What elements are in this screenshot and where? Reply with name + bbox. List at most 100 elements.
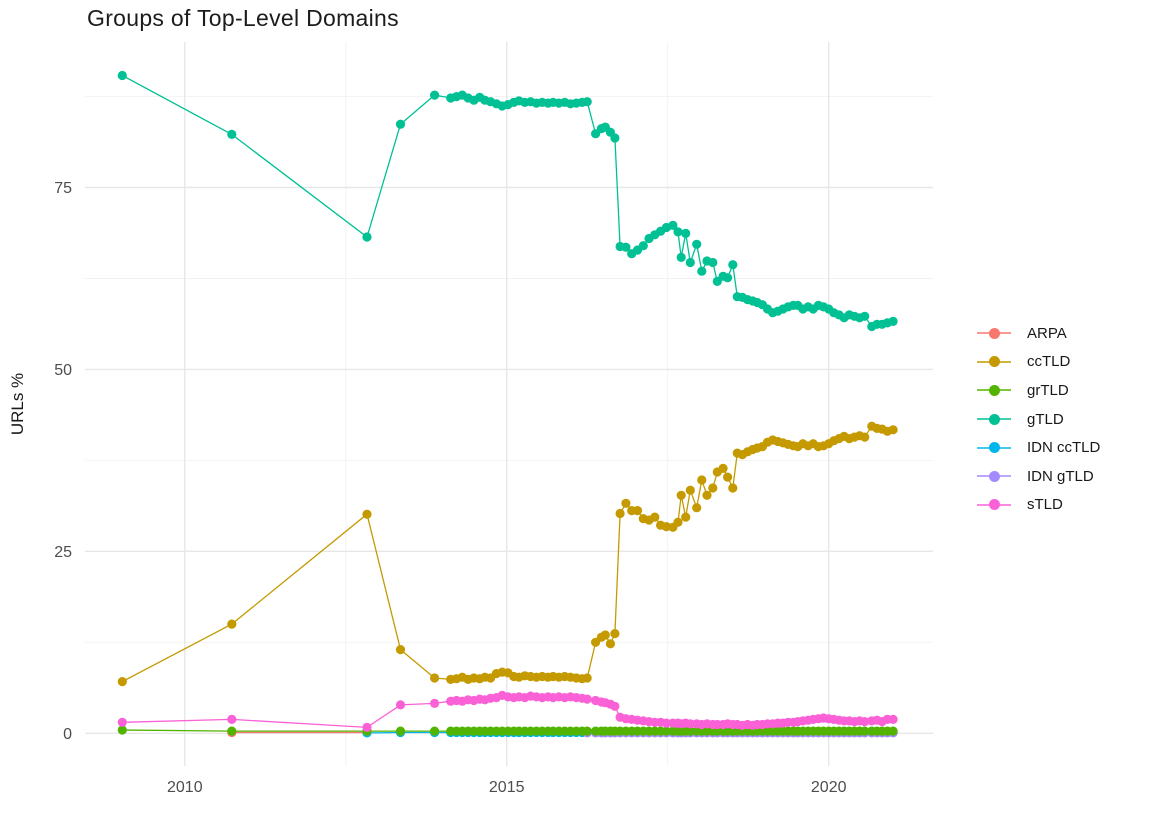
data-point — [888, 714, 898, 725]
data-point — [605, 639, 616, 649]
data-point — [718, 463, 728, 473]
data-point — [860, 717, 870, 727]
legend-dot-icon — [988, 470, 1000, 482]
data-point — [362, 722, 372, 733]
series-sTLD — [117, 690, 898, 733]
data-point — [702, 490, 712, 500]
data-point — [708, 257, 718, 268]
data-point — [117, 677, 127, 687]
data-point — [395, 726, 406, 736]
legend-dot-icon — [988, 442, 1000, 454]
data-point — [685, 719, 695, 729]
data-point — [650, 512, 660, 522]
legend-key-icon — [977, 413, 1011, 425]
data-point — [430, 90, 440, 100]
legend-dot-icon — [988, 327, 1000, 339]
data-point — [610, 133, 620, 143]
gridlines-major — [85, 42, 933, 766]
legend-label: IDN ccTLD — [1027, 439, 1101, 457]
data-point — [430, 673, 440, 683]
data-point — [621, 242, 631, 252]
data-point — [860, 726, 870, 736]
data-point — [227, 129, 237, 139]
series-line — [121, 74, 894, 328]
data-point — [661, 726, 672, 736]
y-tick-label: 25 — [54, 544, 72, 561]
legend-key-icon — [977, 442, 1011, 454]
data-point — [610, 701, 620, 711]
data-point — [661, 718, 672, 728]
legend-label: IDN gTLD — [1027, 467, 1094, 485]
data-point — [681, 228, 691, 238]
data-point — [638, 241, 648, 251]
data-point — [692, 239, 702, 249]
data-point — [395, 700, 406, 710]
legend-key-icon — [977, 384, 1011, 396]
data-point — [430, 698, 440, 709]
data-point — [860, 311, 870, 321]
data-point — [685, 485, 695, 495]
data-point — [227, 714, 237, 725]
legend-key-icon — [977, 356, 1011, 368]
data-point — [610, 629, 620, 639]
legend-dot-icon — [988, 499, 1000, 511]
data-point — [227, 726, 237, 736]
data-point — [615, 508, 625, 519]
chart-title: Groups of Top-Level Domains — [87, 5, 399, 31]
data-point — [888, 726, 898, 736]
data-point — [685, 257, 695, 268]
legend-key-icon — [977, 470, 1011, 482]
data-point — [430, 726, 440, 736]
legend-label: ARPA — [1027, 324, 1067, 342]
y-tick-label: 0 — [63, 726, 72, 743]
data-point — [227, 619, 237, 629]
legend-label: sTLD — [1027, 496, 1063, 514]
data-point — [692, 503, 702, 513]
legend-label: ccTLD — [1027, 353, 1071, 371]
y-tick-label: 75 — [54, 180, 72, 197]
legend-item-sTLD: sTLD — [977, 491, 1100, 520]
legend-label: gTLD — [1027, 410, 1064, 428]
data-point — [668, 220, 678, 230]
data-point — [362, 509, 372, 519]
data-point — [681, 512, 691, 522]
series-ARPA — [227, 727, 372, 738]
data-point — [582, 694, 592, 704]
data-point — [697, 475, 707, 485]
data-point — [888, 425, 898, 435]
legend-dot-icon — [988, 413, 1000, 425]
data-point — [860, 432, 870, 442]
data-point — [708, 483, 718, 493]
data-point — [395, 645, 406, 655]
legend-item-gTLD: gTLD — [977, 405, 1100, 434]
data-point — [673, 227, 683, 237]
x-tick-label: 2020 — [811, 779, 847, 796]
series-gTLD — [117, 70, 898, 332]
data-point — [728, 483, 738, 493]
gridlines-minor — [85, 42, 933, 766]
data-point — [723, 273, 733, 283]
data-point — [117, 70, 127, 81]
axis-tick-labels: 0 25 50 75 2010 2015 2020 — [54, 180, 846, 796]
data-point — [582, 97, 592, 107]
data-point — [673, 517, 683, 527]
legend-item-IDN-ccTLD: IDN ccTLD — [977, 433, 1100, 462]
legend-key-icon — [977, 499, 1011, 511]
series-grTLD — [117, 725, 898, 736]
legend-label: grTLD — [1027, 381, 1069, 399]
legend: ARPA ccTLD grTLD gTLD IDN ccTLD IDN gTLD sTLD — [977, 319, 1100, 519]
data-point — [728, 260, 738, 270]
series-ccTLD — [117, 421, 898, 687]
legend-key-icon — [977, 327, 1011, 339]
legend-item-ccTLD: ccTLD — [977, 348, 1100, 377]
data-point — [395, 119, 406, 129]
legend-item-IDN-gTLD: IDN gTLD — [977, 462, 1100, 491]
data-point — [888, 316, 898, 326]
x-tick-label: 2015 — [489, 779, 525, 796]
data-point — [697, 266, 707, 276]
series-line — [121, 425, 894, 683]
data-point — [632, 506, 643, 516]
data-point — [676, 490, 686, 500]
